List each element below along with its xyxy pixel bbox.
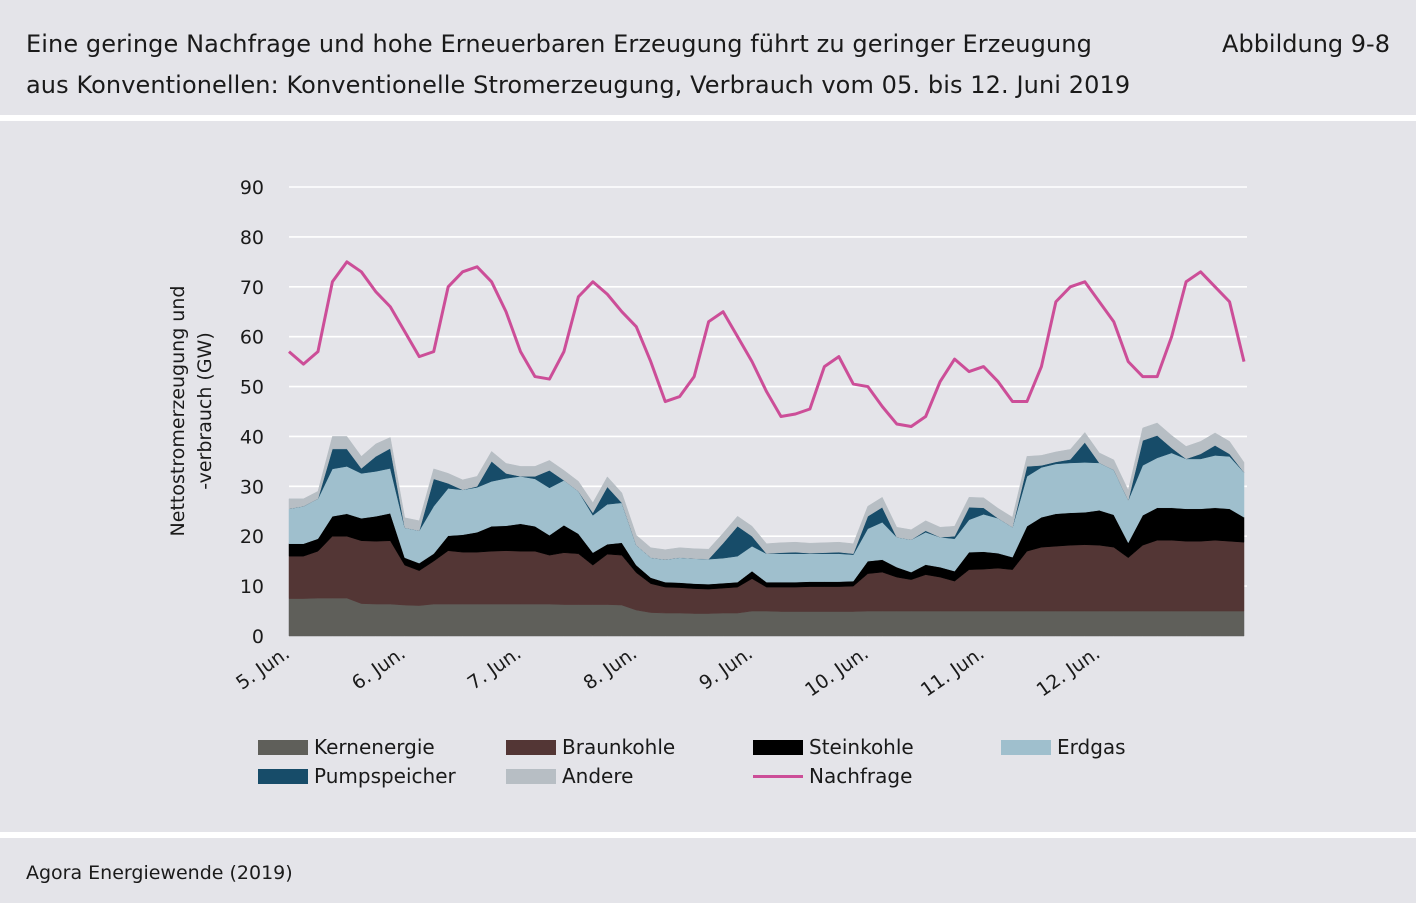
y-axis-label-line-1: Nettostromerzeugung und bbox=[167, 286, 189, 537]
legend-swatch-erdgas bbox=[1001, 739, 1051, 755]
legend-item-kernenergie: Kernenergie bbox=[258, 733, 435, 761]
legend-swatch-braunkohle bbox=[506, 739, 556, 755]
legend-item-nachfrage: Nachfrage bbox=[753, 762, 912, 790]
footer-bar: Agora Energiewende (2019) bbox=[0, 838, 1416, 903]
legend-label-braunkohle: Braunkohle bbox=[562, 735, 676, 759]
y-axis-label-line-2: -verbrauch (GW) bbox=[194, 332, 216, 490]
header-bar: Eine geringe Nachfrage und hohe Erneuerb… bbox=[0, 0, 1416, 115]
legend-item-steinkohle: Steinkohle bbox=[753, 733, 914, 761]
y-tick-label-0: 0 bbox=[252, 626, 264, 648]
x-tick-label-5-jun: 5. Jun. bbox=[232, 642, 294, 694]
legend-label-kernenergie: Kernenergie bbox=[314, 735, 435, 759]
y-tick-label-80: 80 bbox=[240, 227, 264, 249]
legend-item-pumpspeicher: Pumpspeicher bbox=[258, 762, 456, 790]
y-axis-label: Nettostromerzeugung und -verbrauch (GW) bbox=[167, 286, 216, 537]
legend-label-pumpspeicher: Pumpspeicher bbox=[314, 764, 456, 788]
legend-item-andere: Andere bbox=[506, 762, 633, 790]
legend-label-nachfrage: Nachfrage bbox=[809, 764, 913, 788]
chart-panel: 0 10 20 30 40 50 60 70 80 90 5. Jun. 6. Jun. 7. Jun.… bbox=[0, 121, 1416, 832]
y-tick-label-40: 40 bbox=[240, 426, 264, 448]
legend-label-erdgas: Erdgas bbox=[1057, 735, 1126, 759]
x-tick-label-10-jun: 10. Jun. bbox=[801, 642, 873, 701]
legend-label-andere: Andere bbox=[562, 764, 634, 788]
x-tick-label-7-jun: 7. Jun. bbox=[464, 642, 526, 694]
y-tick-label-10: 10 bbox=[240, 576, 264, 598]
legend-swatch-steinkohle bbox=[753, 739, 803, 755]
y-tick-label-70: 70 bbox=[240, 277, 264, 299]
y-tick-label-90: 90 bbox=[240, 177, 264, 199]
y-tick-label-60: 60 bbox=[240, 327, 264, 349]
x-tick-label-6-jun: 6. Jun. bbox=[348, 642, 410, 694]
legend-item-braunkohle: Braunkohle bbox=[506, 733, 675, 761]
x-tick-label-9-jun: 9. Jun. bbox=[695, 642, 757, 694]
legend-label-steinkohle: Steinkohle bbox=[809, 735, 914, 759]
x-tick-label-12-jun: 12. Jun. bbox=[1033, 642, 1105, 701]
legend-swatch-pumpspeicher bbox=[258, 768, 308, 784]
line-nachfrage bbox=[288, 260, 1246, 428]
y-tick-label-50: 50 bbox=[240, 377, 264, 399]
area-andere bbox=[288, 422, 1245, 560]
y-tick-label-30: 30 bbox=[240, 476, 264, 498]
figure-title: Eine geringe Nachfrage und hohe Erneuerb… bbox=[26, 30, 1131, 99]
source-note: Agora Energiewende (2019) bbox=[26, 862, 293, 884]
chart-legend: Kernenergie Braunkohle Steinkohle Erdgas… bbox=[258, 733, 1218, 803]
legend-swatch-andere bbox=[506, 768, 556, 784]
legend-line-nachfrage bbox=[753, 774, 803, 778]
x-tick-label-11-jun: 11. Jun. bbox=[917, 642, 989, 701]
legend-item-erdgas: Erdgas bbox=[1001, 733, 1126, 761]
figure-number: Abbildung 9-8 bbox=[1222, 30, 1390, 58]
x-tick-label-8-jun: 8. Jun. bbox=[579, 642, 641, 694]
chart-svg: 0 10 20 30 40 50 60 70 80 90 5. Jun. 6. Jun. 7. Jun.… bbox=[167, 177, 1247, 701]
y-tick-label-20: 20 bbox=[240, 526, 264, 548]
legend-swatch-kernenergie bbox=[258, 739, 308, 755]
